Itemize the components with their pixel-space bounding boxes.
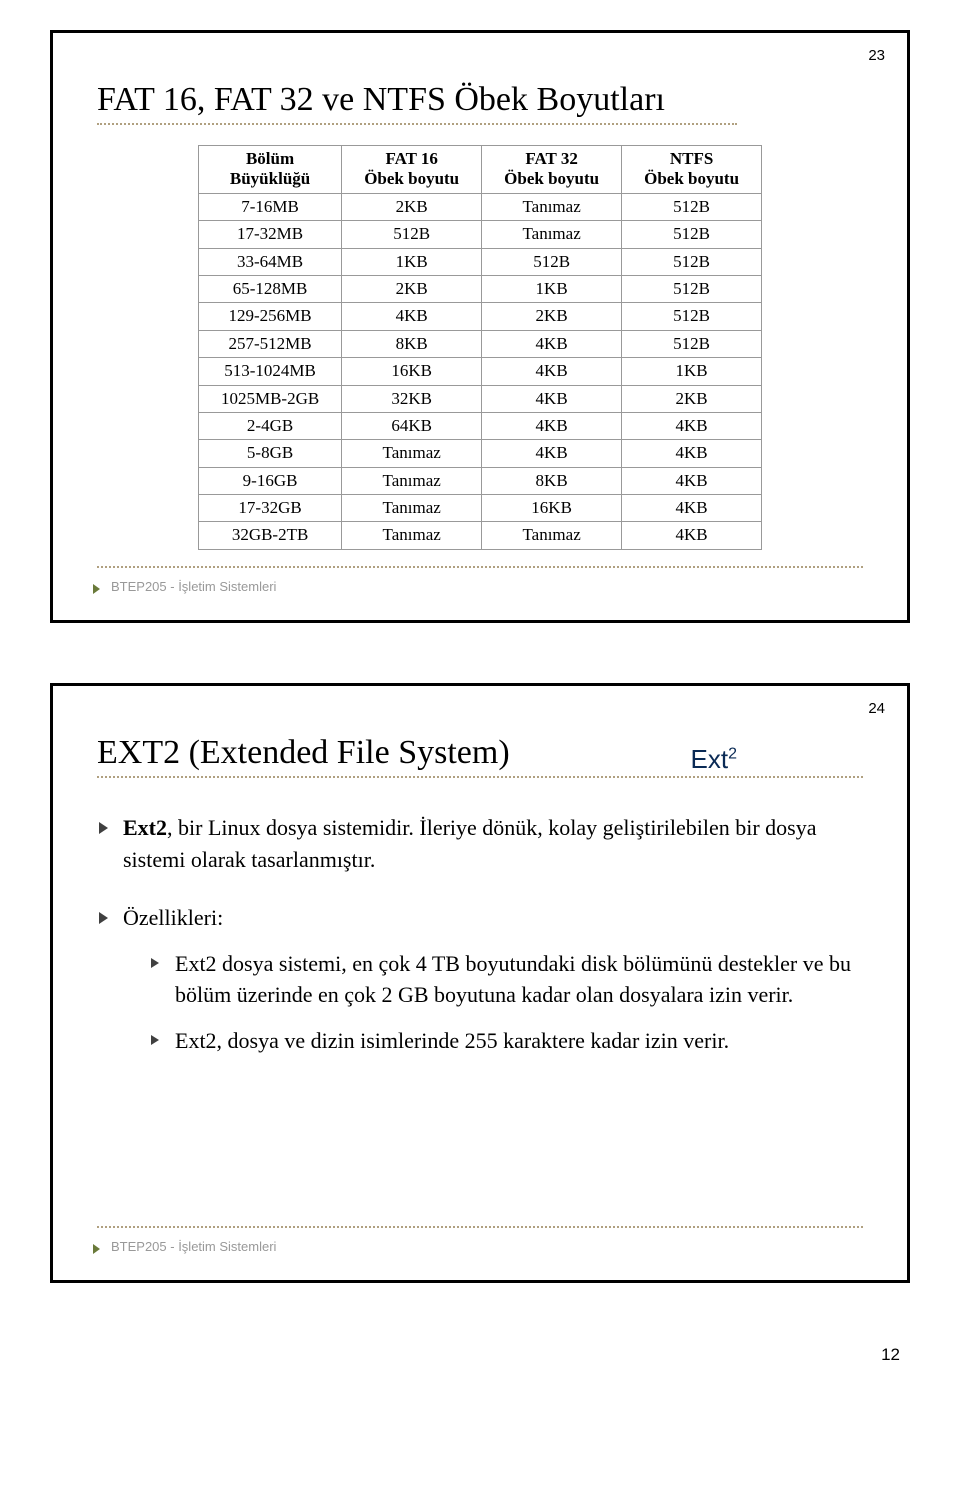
table-row: 32GB-2TBTanımazTanımaz4KB — [198, 522, 761, 549]
footer-arrow-icon — [93, 1244, 100, 1254]
sub-bullet-item: Ext2, dosya ve dizin isimlerinde 255 kar… — [123, 1025, 863, 1057]
slide-1: 23 FAT 16, FAT 32 ve NTFS Öbek Boyutları… — [50, 30, 910, 623]
table-cell: 16KB — [342, 358, 482, 385]
table-cell: Tanımaz — [482, 221, 622, 248]
slide-number: 24 — [868, 700, 885, 717]
table-row: 9-16GBTanımaz8KB4KB — [198, 467, 761, 494]
table-cell: 9-16GB — [198, 467, 341, 494]
table-cell: 2KB — [342, 275, 482, 302]
table-row: 513-1024MB16KB4KB1KB — [198, 358, 761, 385]
table-cell: 65-128MB — [198, 275, 341, 302]
table-row: 2-4GB64KB4KB4KB — [198, 412, 761, 439]
bullet-item: Ext2, bir Linux dosya sistemidir. İleriy… — [97, 812, 863, 876]
th-partition: BölümBüyüklüğü — [198, 146, 341, 194]
table-row: 257-512MB8KB4KB512B — [198, 330, 761, 357]
table-cell: 4KB — [482, 440, 622, 467]
features-label: Özellikleri: — [123, 905, 223, 930]
table-cell: Tanımaz — [342, 522, 482, 549]
table-cell: 512B — [342, 221, 482, 248]
bullet-list: Ext2, bir Linux dosya sistemidir. İleriy… — [97, 812, 863, 1057]
footer-arrow-icon — [93, 584, 100, 594]
table-cell: 2-4GB — [198, 412, 341, 439]
table-cell: 512B — [622, 193, 762, 220]
table-cell: 1025MB-2GB — [198, 385, 341, 412]
table-cell: Tanımaz — [342, 440, 482, 467]
table-cell: 1KB — [482, 275, 622, 302]
table-cell: Tanımaz — [482, 193, 622, 220]
table-cell: Tanımaz — [482, 522, 622, 549]
table-cell: 4KB — [482, 412, 622, 439]
table-row: 129-256MB4KB2KB512B — [198, 303, 761, 330]
table-cell: 32GB-2TB — [198, 522, 341, 549]
th-fat16: FAT 16Öbek boyutu — [342, 146, 482, 194]
table-cell: 257-512MB — [198, 330, 341, 357]
table-cell: 4KB — [482, 385, 622, 412]
table-cell: 2KB — [342, 193, 482, 220]
table-cell: 4KB — [482, 358, 622, 385]
table-cell: 32KB — [342, 385, 482, 412]
slide-2: 24 EXT2 (Extended File System) Ext2 Ext2… — [50, 683, 910, 1283]
table-cell: 4KB — [622, 522, 762, 549]
table-cell: 512B — [482, 248, 622, 275]
table-cell: 5-8GB — [198, 440, 341, 467]
table-cell: Tanımaz — [342, 495, 482, 522]
outer-page-number: 12 — [881, 1345, 900, 1365]
table-row: 17-32GBTanımaz16KB4KB — [198, 495, 761, 522]
table-cell: 17-32GB — [198, 495, 341, 522]
table-cell: 4KB — [622, 412, 762, 439]
table-cell: 1KB — [622, 358, 762, 385]
table-row: 65-128MB2KB1KB512B — [198, 275, 761, 302]
table-cell: 2KB — [482, 303, 622, 330]
table-cell: Tanımaz — [342, 467, 482, 494]
table-header-row: BölümBüyüklüğü FAT 16Öbek boyutu FAT 32Ö… — [198, 146, 761, 194]
ext2-bold: Ext2 — [123, 815, 167, 840]
table-cell: 8KB — [342, 330, 482, 357]
table-cell: 8KB — [482, 467, 622, 494]
table-cell: 4KB — [482, 330, 622, 357]
ext2-logo: Ext2 — [691, 744, 737, 775]
table-row: 1025MB-2GB32KB4KB2KB — [198, 385, 761, 412]
table-cell: 17-32MB — [198, 221, 341, 248]
slide-title: EXT2 (Extended File System) — [97, 734, 863, 772]
table-cell: 1KB — [342, 248, 482, 275]
table-row: 7-16MB2KBTanımaz512B — [198, 193, 761, 220]
cluster-size-table: BölümBüyüklüğü FAT 16Öbek boyutu FAT 32Ö… — [198, 145, 762, 550]
footer-label: BTEP205 - İşletim Sistemleri — [111, 579, 276, 594]
table-row: 33-64MB1KB512B512B — [198, 248, 761, 275]
title-underline — [97, 776, 863, 778]
table-cell: 4KB — [622, 495, 762, 522]
table-cell: 2KB — [622, 385, 762, 412]
sub-bullet-item: Ext2 dosya sistemi, en çok 4 TB boyutund… — [123, 948, 863, 1012]
para-text: , bir Linux dosya sistemidir. İleriye dö… — [123, 815, 817, 872]
table-cell: 33-64MB — [198, 248, 341, 275]
table-cell: 4KB — [622, 467, 762, 494]
table-cell: 512B — [622, 248, 762, 275]
table-cell: 512B — [622, 303, 762, 330]
table-cell: 4KB — [622, 440, 762, 467]
th-ntfs: NTFSÖbek boyutu — [622, 146, 762, 194]
footer-divider — [97, 566, 863, 568]
table-row: 5-8GBTanımaz4KB4KB — [198, 440, 761, 467]
table-cell: 64KB — [342, 412, 482, 439]
table-cell: 16KB — [482, 495, 622, 522]
table-cell: 4KB — [342, 303, 482, 330]
table-cell: 513-1024MB — [198, 358, 341, 385]
th-fat32: FAT 32Öbek boyutu — [482, 146, 622, 194]
slide-number: 23 — [868, 47, 885, 64]
footer-divider — [97, 1226, 863, 1228]
table-cell: 7-16MB — [198, 193, 341, 220]
slide-title: FAT 16, FAT 32 ve NTFS Öbek Boyutları — [97, 81, 863, 119]
table-cell: 512B — [622, 275, 762, 302]
bullet-item: Özellikleri: Ext2 dosya sistemi, en çok … — [97, 902, 863, 1058]
title-underline — [97, 123, 737, 125]
footer-label: BTEP205 - İşletim Sistemleri — [111, 1239, 276, 1254]
table-row: 17-32MB512BTanımaz512B — [198, 221, 761, 248]
table-cell: 512B — [622, 221, 762, 248]
table-cell: 129-256MB — [198, 303, 341, 330]
table-cell: 512B — [622, 330, 762, 357]
